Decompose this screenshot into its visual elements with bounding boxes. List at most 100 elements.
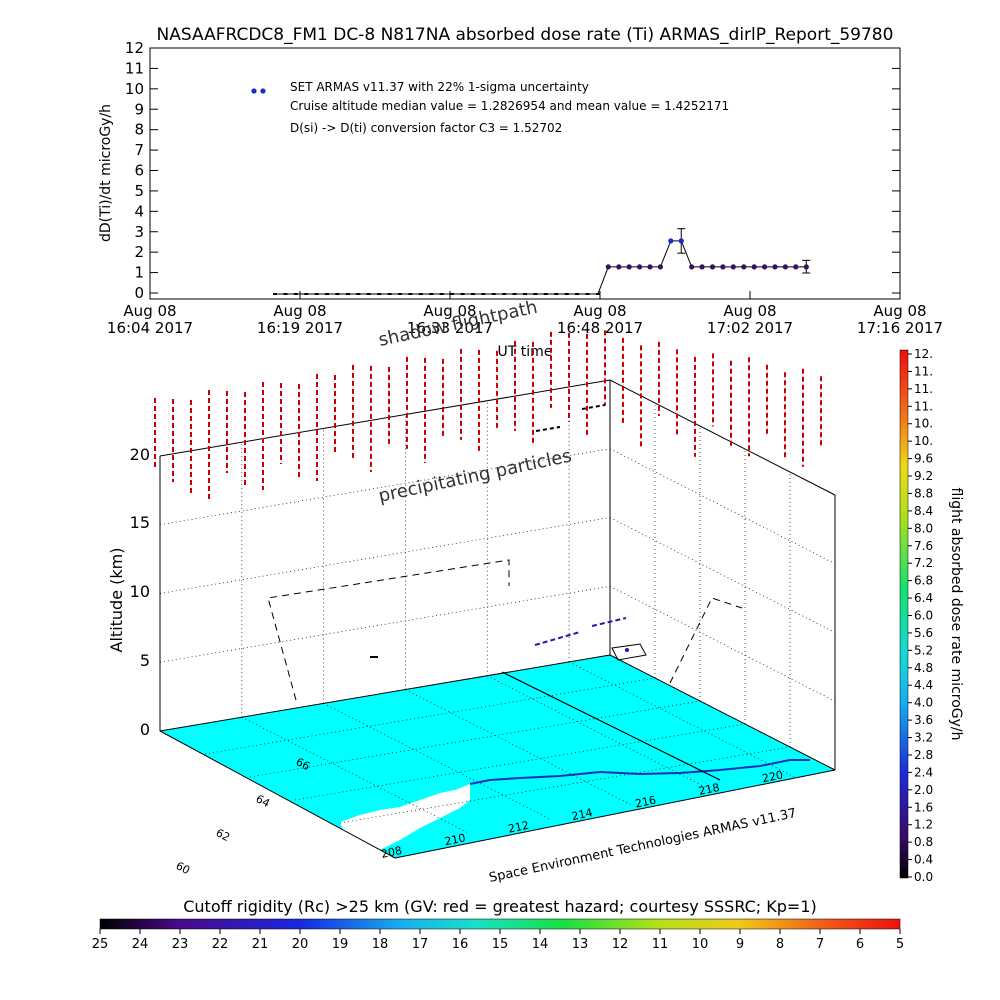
legend-entry: SET ARMAS v11.37 with 22% 1-sigma uncert… xyxy=(290,80,589,94)
data-point xyxy=(637,264,643,270)
colorbar-ticks: 0.0 0.4 0.8 1.2 1.6 2.0 2.4 2.8 3.2 3.6 4.0 4.4 4.8 5… xyxy=(908,347,933,884)
data-point xyxy=(751,264,757,270)
data-point xyxy=(616,264,622,270)
colorbar-tick-label: 8.8 xyxy=(914,486,933,500)
colorbar-tick-label: 10. xyxy=(914,417,933,431)
data-point xyxy=(699,264,705,270)
longitude-tick-label: 216 xyxy=(634,793,657,810)
colorbar-tick-label: 0.4 xyxy=(914,853,933,867)
colorbar-tick-label: 7.2 xyxy=(914,556,933,570)
colorbar-tick-label: 25 xyxy=(92,937,109,952)
colorbar-tick-label: 2.0 xyxy=(914,783,933,797)
y-tick-label: 4 xyxy=(134,202,144,220)
colorbar-tick-label: 4.8 xyxy=(914,661,933,675)
gridline xyxy=(204,677,656,755)
x-tick-date: Aug 08 xyxy=(123,302,176,320)
colorbar-tick-label: 13 xyxy=(572,937,589,952)
y-tick-label: 8 xyxy=(134,121,144,139)
colorbar-tick-label: 6.4 xyxy=(914,591,933,605)
colorbar-tick-label: 9 xyxy=(736,937,744,952)
altitude-axis-label: Altitude (km) xyxy=(107,548,126,653)
data-point xyxy=(730,264,736,270)
precipitating-particles-label: precipitating particles xyxy=(377,445,574,506)
data-point xyxy=(793,264,799,270)
legend-entry: Cruise altitude median value = 1.2826954… xyxy=(290,99,729,113)
colorbar-tick-label: 1.2 xyxy=(914,818,933,832)
colorbar-tick-label: 8 xyxy=(776,937,784,952)
colorbar-tick-label: 8.0 xyxy=(914,521,933,535)
colorbar-tick-label: 24 xyxy=(132,937,149,952)
gridline xyxy=(249,700,701,778)
y-tick-label: 5 xyxy=(134,182,144,200)
colorbar-tick-label: 12 xyxy=(612,937,629,952)
x-axis-label: UT time xyxy=(498,344,553,360)
colorbar-tick-label: 21 xyxy=(252,937,269,952)
colorbar-tick-label: 2.8 xyxy=(914,748,933,762)
colorbar-tick-label: 16 xyxy=(452,937,469,952)
y-tick-label: 0 xyxy=(134,284,144,302)
colorbar-tick-label: 8.4 xyxy=(914,504,933,518)
longitude-tick-label: 220 xyxy=(761,768,784,785)
latitude-tick-label: 62 xyxy=(214,826,232,844)
gridline xyxy=(159,448,611,526)
colorbar-tick-label: 11 xyxy=(652,937,669,952)
z-tick-label: 15 xyxy=(130,513,150,532)
y-axis-label: dD(Ti)/dt microGy/h xyxy=(98,104,114,242)
legend: SET ARMAS v11.37 with 22% 1-sigma uncert… xyxy=(251,80,729,135)
colorbar-tick-label: 4.0 xyxy=(914,696,933,710)
data-point xyxy=(668,238,674,244)
series-line xyxy=(275,240,807,295)
data-point xyxy=(657,264,664,270)
plot-frame xyxy=(149,47,901,300)
colorbar-label: flight absorbed dose rate microGy/h xyxy=(948,488,964,741)
longitude-tick-label: 214 xyxy=(570,806,593,823)
colorbar-tick-label: 5.6 xyxy=(914,626,933,640)
colorbar-tick-label: 5.2 xyxy=(914,643,933,657)
data-point xyxy=(762,264,768,270)
colorbar-tick-label: 7.6 xyxy=(914,539,933,553)
data-point xyxy=(741,264,747,270)
y-tick-label: 6 xyxy=(134,162,144,180)
gridline xyxy=(609,517,836,633)
gridline xyxy=(339,746,791,824)
latitude-tick-label: 64 xyxy=(254,792,272,810)
longitude-ticks: 208 210 212 214 216 218 220 xyxy=(380,768,784,861)
x-tick-date: Aug 08 xyxy=(873,302,926,320)
gridline xyxy=(609,448,836,565)
colorbar-gradient xyxy=(899,349,909,879)
figure-title: NASAAFRCDC8_FM1 DC-8 N817NA absorbed dos… xyxy=(157,25,894,45)
latitude-tick-label: 60 xyxy=(174,859,192,877)
colorbar-tick-label: 10. xyxy=(914,434,933,448)
z-tick-label: 10 xyxy=(130,582,150,601)
colorbar-tick-label: 3.2 xyxy=(914,731,933,745)
data-point xyxy=(689,264,695,270)
longitude-tick-label: 208 xyxy=(380,844,403,861)
legend-marker xyxy=(251,88,257,94)
longitude-tick-label: 210 xyxy=(443,831,466,848)
x-tick-time: 17:16 2017 xyxy=(857,319,943,337)
coastline xyxy=(469,759,810,785)
longitude-tick-label: 218 xyxy=(697,781,720,798)
colorbar-tick-label: 6 xyxy=(856,937,864,952)
colorbar-tick-label: 11. xyxy=(914,382,933,396)
z-tick-label: 5 xyxy=(140,651,150,670)
legend-marker xyxy=(260,88,266,94)
colorbar-tick-label: 17 xyxy=(412,937,429,952)
x-tick-time: 16:19 2017 xyxy=(257,319,343,337)
shadow-flightpath xyxy=(267,559,743,701)
z-tick-label: 0 xyxy=(140,720,150,739)
colorbar-ticks: 25 24 23 22 21 20 19 18 17 16 15 14 13 12 11 10 9 8 7 6 5 xyxy=(92,929,904,952)
latitude-tick-label: 66 xyxy=(294,755,312,773)
colorbar-gradient xyxy=(99,918,901,930)
colorbar-tick-label: 10 xyxy=(692,937,709,952)
y-tick-label: 10 xyxy=(125,80,144,98)
x-tick-time: 16:48 2017 xyxy=(557,319,643,337)
data-point xyxy=(782,264,789,270)
x-tick-date: Aug 08 xyxy=(573,302,626,320)
colorbar-tick-label: 3.6 xyxy=(914,713,933,727)
data-point xyxy=(803,264,809,270)
data-point xyxy=(647,264,653,270)
